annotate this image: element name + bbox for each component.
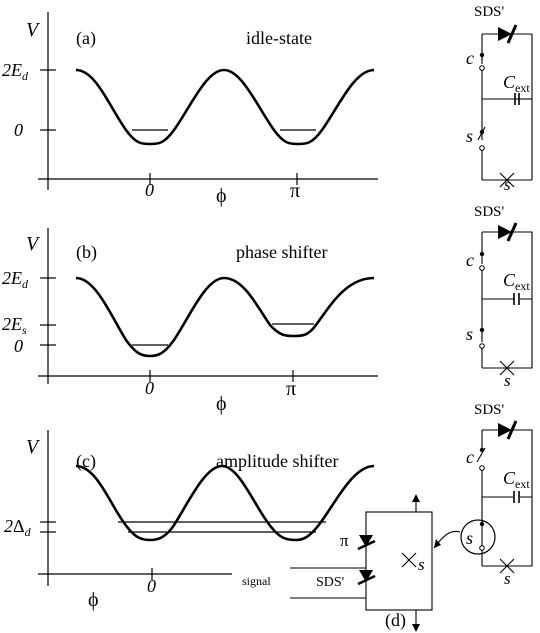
- x-tick-label-zero: 0: [145, 378, 154, 398]
- junction-label: SDS': [474, 204, 505, 220]
- circuit-c: SDS' c Cext s s: [460, 402, 533, 588]
- x-axis-label: ϕ: [216, 185, 227, 207]
- arrow-up-icon: [412, 494, 420, 502]
- y-tick-label-2Es: 2Es: [2, 314, 27, 337]
- y-tick-label-2Ed: 2Ed: [2, 268, 29, 291]
- circuit-frame: [482, 231, 533, 369]
- circuit-b: SDS' c Cext s s: [466, 204, 533, 390]
- switch-c-label: c: [466, 447, 474, 467]
- junction-x-icon: [401, 552, 417, 568]
- switch-c-icon: [476, 447, 486, 463]
- panel-a: V (a) idle-state 2Ed 0 0 π ϕ: [2, 12, 378, 207]
- panel-c: V (c) amplitude shifter 2Δd 0 ϕ: [4, 430, 375, 611]
- x-tick-label-zero: 0: [147, 576, 156, 596]
- bottom-junction-label: s: [504, 371, 511, 390]
- y-tick-label-2Ed: 2Ed: [2, 60, 29, 83]
- switch-s-label: s: [466, 324, 473, 344]
- panel-tag: (a): [76, 28, 96, 49]
- pi-junction-icon: [359, 535, 373, 547]
- y-axis-label: V: [26, 436, 41, 458]
- arrow-down-icon: [412, 624, 420, 632]
- potential-curve: [75, 68, 375, 146]
- potential-curve: [75, 276, 375, 358]
- arrow-icon: [434, 539, 441, 548]
- switch-s-icon: [477, 126, 486, 141]
- potential-curve: [75, 464, 375, 542]
- bottom-junction-label: s: [504, 175, 511, 194]
- circuit-frame: [481, 33, 533, 181]
- junction-x-icon: [499, 558, 515, 574]
- junction-x-icon: [499, 172, 515, 188]
- sds-junction-label: SDS': [316, 575, 344, 590]
- x-tick-label-pi: π: [290, 180, 300, 202]
- x-axis-label: ϕ: [88, 589, 99, 611]
- panel-tag: (d): [385, 610, 406, 631]
- y-tick-label-2Delta: 2Δd: [4, 516, 32, 539]
- y-tick-label-zero: 0: [14, 120, 23, 140]
- x-tick-label-zero: 0: [145, 180, 154, 200]
- switch-s-label: s: [466, 528, 473, 548]
- switch-c-label: c: [466, 250, 474, 270]
- circuit-frame: [482, 429, 533, 567]
- panel-title: phase shifter: [236, 242, 327, 262]
- junction-x-icon: [499, 360, 515, 376]
- switch-s-label: s: [466, 126, 473, 146]
- junction-label: SDS': [474, 4, 505, 20]
- signal-label: signal: [242, 574, 271, 588]
- y-tick-label-zero: 0: [14, 336, 23, 356]
- x-axis-label: ϕ: [216, 393, 227, 415]
- panel-b: V (b) phase shifter 2Ed 2Es 0 0 π ϕ: [2, 228, 378, 415]
- capacitor-label: Cext: [503, 270, 530, 293]
- sds-junction-icon: [498, 27, 512, 41]
- x-tick-label-pi: π: [286, 378, 296, 400]
- bottom-junction-label: s: [504, 569, 511, 588]
- panel-title: idle-state: [246, 28, 312, 48]
- circuit-a: SDS' c Cext s s: [466, 4, 533, 194]
- y-axis-label: V: [26, 233, 41, 255]
- capacitor-label: Cext: [503, 72, 530, 95]
- highlight-circle: [460, 519, 496, 555]
- panel-tag: (b): [76, 242, 97, 263]
- sds-junction-icon: [498, 225, 512, 239]
- pi-junction-label: π: [340, 531, 349, 550]
- panel-title: amplitude shifter: [216, 451, 338, 471]
- panel-tag: (c): [76, 451, 96, 472]
- capacitor-label: Cext: [503, 468, 530, 491]
- sds-junction-icon: [359, 570, 373, 582]
- detail-d: π SDS' signal s (d): [242, 494, 461, 632]
- detail-box: [365, 511, 433, 611]
- y-axis-label: V: [26, 19, 41, 41]
- sds-junction-icon: [498, 423, 512, 437]
- junction-label: SDS': [474, 402, 505, 418]
- detail-junction-label: s: [418, 555, 425, 574]
- switch-c-label: c: [466, 48, 474, 68]
